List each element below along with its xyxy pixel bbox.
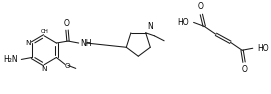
Text: N: N [147, 22, 153, 31]
Text: O: O [64, 63, 70, 69]
Text: NH: NH [80, 39, 92, 48]
Text: CH: CH [41, 29, 49, 34]
Text: N: N [25, 40, 31, 46]
Text: N: N [41, 66, 47, 72]
Text: O: O [198, 2, 203, 11]
Text: HO: HO [258, 44, 269, 53]
Text: HO: HO [177, 18, 189, 27]
Text: O: O [242, 65, 248, 74]
Text: H₂N: H₂N [3, 55, 17, 64]
Text: O: O [64, 19, 70, 28]
